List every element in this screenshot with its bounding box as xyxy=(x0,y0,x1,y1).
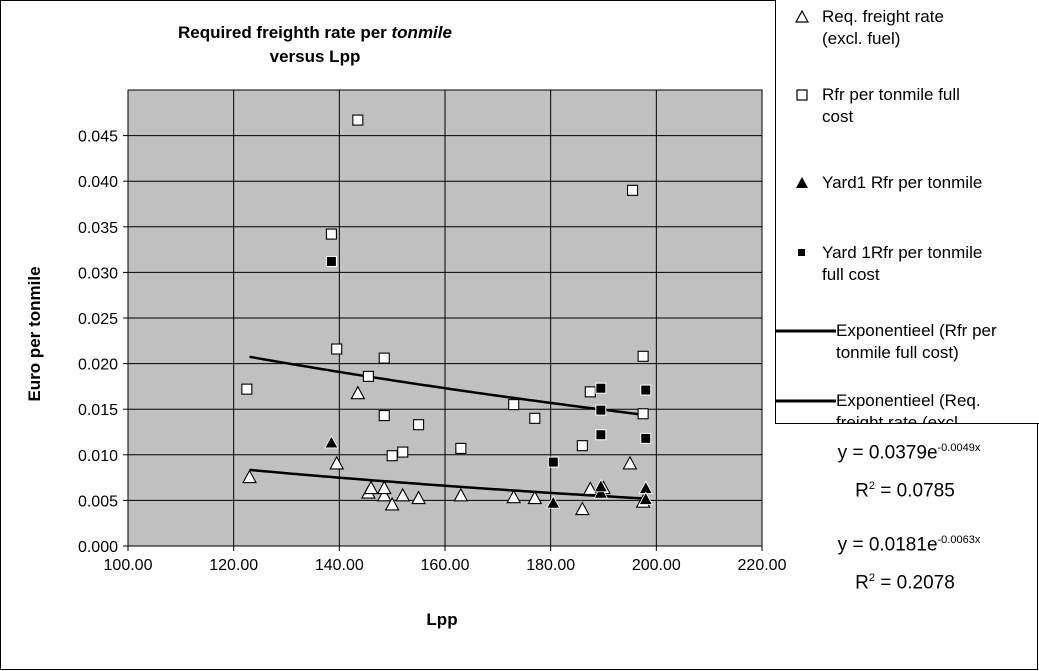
y-tick-label: 0.020 xyxy=(78,357,118,374)
triangle-filled-icon xyxy=(796,177,808,188)
x-tick-label: 120.00 xyxy=(209,557,258,574)
x-tick-label: 180.00 xyxy=(526,557,575,574)
plot-frame xyxy=(127,89,763,547)
data-point-yard1-rfr xyxy=(546,495,561,509)
data-point-rfr-full-cost xyxy=(362,370,374,382)
data-point-req-freight-rate xyxy=(376,487,392,502)
data-point-req-freight-rate xyxy=(582,481,598,496)
data-point-rfr-full-cost xyxy=(576,440,588,452)
x-axis-label: Lpp xyxy=(426,610,457,629)
data-point-yard1-rfr-full-cost xyxy=(325,255,337,267)
line-icon xyxy=(776,329,836,333)
data-point-rfr-full-cost xyxy=(378,352,390,364)
data-point-yard1-rfr-full-cost xyxy=(595,382,607,394)
data-point-rfr-full-cost xyxy=(529,412,541,424)
y-tick-label: 0.045 xyxy=(78,129,118,146)
data-point-req-freight-rate xyxy=(574,501,590,516)
data-point-req-freight-rate xyxy=(411,490,427,505)
data-point-req-freight-rate xyxy=(329,455,345,470)
data-point-req-freight-rate xyxy=(506,489,522,504)
y-tick-label: 0.030 xyxy=(78,265,118,282)
data-point-yard1-rfr-full-cost xyxy=(547,456,559,468)
x-tick-label: 100.00 xyxy=(104,557,153,574)
data-point-rfr-full-cost xyxy=(386,450,398,462)
data-point-yard1-rfr xyxy=(593,478,609,493)
data-point-req-freight-rate xyxy=(453,487,469,502)
line-icon xyxy=(776,399,836,403)
data-point-yard1-rfr-full-cost xyxy=(595,404,607,416)
data-point-yard1-rfr xyxy=(324,435,339,449)
data-point-rfr-full-cost xyxy=(627,184,639,196)
trendline-equation-1: y = 0.0379e-0.0049x xyxy=(837,442,981,464)
data-point-yard1-rfr xyxy=(638,491,653,505)
data-point-rfr-full-cost xyxy=(331,343,343,355)
y-tick-label: 0.040 xyxy=(78,174,118,191)
data-point-req-freight-rate xyxy=(242,469,257,484)
y-tick-label: 0.000 xyxy=(78,539,118,556)
data-point-yard1-rfr-full-cost xyxy=(640,384,652,396)
trendline-r2-1: R2 = 0.0785 xyxy=(855,480,955,502)
data-point-req-freight-rate xyxy=(350,385,366,400)
legend-label: Yard1 Rfr per tonmile xyxy=(822,173,983,192)
trendline-1 xyxy=(249,355,646,417)
data-point-req-freight-rate xyxy=(527,490,543,505)
data-point-rfr-full-cost xyxy=(637,350,649,362)
y-tick-label: 0.015 xyxy=(78,402,118,419)
square-open-icon xyxy=(796,89,808,101)
x-tick-label: 140.00 xyxy=(315,557,364,574)
data-point-rfr-full-cost xyxy=(325,228,337,240)
data-point-yard1-rfr-full-cost xyxy=(595,429,607,441)
legend: Req. freight rate (excl. fuel) Rfr per t… xyxy=(775,0,1039,424)
data-point-rfr-full-cost xyxy=(241,383,253,395)
trendlines xyxy=(249,355,646,500)
square-filled-icon xyxy=(798,249,805,256)
data-point-rfr-full-cost xyxy=(397,446,409,458)
legend-label: Exponentieel (Req. freight rate (excl. xyxy=(836,391,981,424)
chart-title-line1: Required freighth rate per tonmile xyxy=(178,23,452,42)
data-point-rfr-full-cost xyxy=(455,442,467,454)
data-point-yard1-rfr-full-cost xyxy=(640,432,652,444)
data-points xyxy=(241,114,653,516)
data-point-req-freight-rate xyxy=(384,496,400,511)
triangle-open-icon xyxy=(794,9,810,23)
legend-label: Rfr per tonmile full cost xyxy=(822,85,960,126)
data-point-rfr-full-cost xyxy=(352,114,364,126)
data-point-rfr-full-cost xyxy=(508,399,520,411)
plot-area xyxy=(123,89,763,551)
trendline-r2-2: R2 = 0.2078 xyxy=(855,572,955,594)
y-tick-label: 0.010 xyxy=(78,448,118,465)
x-tick-label: 220.00 xyxy=(738,557,787,574)
data-point-rfr-full-cost xyxy=(378,410,390,422)
legend-label: Exponentieel (Rfr per tonmile full cost) xyxy=(836,321,997,362)
y-tick-label: 0.005 xyxy=(78,493,118,510)
data-point-rfr-full-cost xyxy=(413,419,425,431)
y-tick-label: 0.025 xyxy=(78,311,118,328)
data-point-req-freight-rate xyxy=(376,480,392,495)
trendline-equation-2: y = 0.0181e-0.0063x xyxy=(837,534,981,556)
tick-labels: 100.00 120.00 140.00 160.00 180.00 200.00 220.… xyxy=(78,129,787,574)
trendline-2 xyxy=(249,468,646,500)
legend-label: Yard 1Rfr per tonmile full cost xyxy=(822,243,983,284)
data-point-req-freight-rate xyxy=(363,480,379,495)
legend-label: Req. freight rate (excl. fuel) xyxy=(822,7,944,48)
x-tick-label: 200.00 xyxy=(632,557,681,574)
x-tick-label: 160.00 xyxy=(421,557,470,574)
data-point-rfr-full-cost xyxy=(637,408,649,420)
chart-title-line2: versus Lpp xyxy=(270,47,361,66)
gridlines xyxy=(123,90,763,551)
data-point-req-freight-rate xyxy=(622,455,638,470)
data-point-rfr-full-cost xyxy=(584,386,596,398)
y-axis-label: Euro per tonmile xyxy=(25,266,44,401)
data-point-req-freight-rate xyxy=(395,487,411,502)
y-tick-label: 0.035 xyxy=(78,220,118,237)
